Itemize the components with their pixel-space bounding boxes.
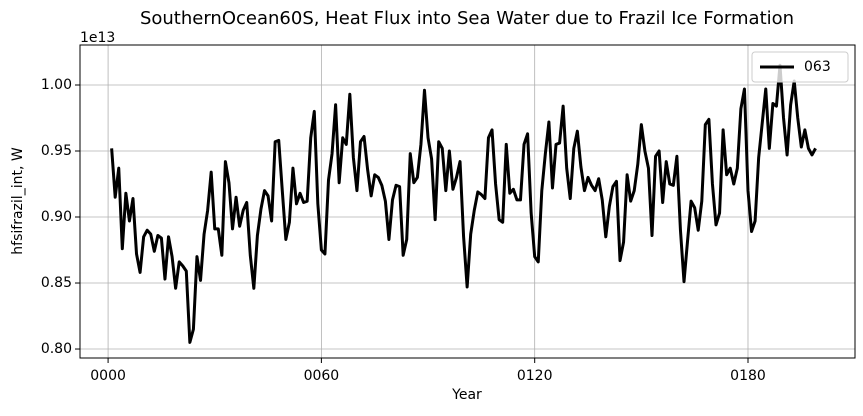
x-tick-label: 0120: [517, 368, 553, 384]
y-axis-label: hfsifrazil_int, W: [10, 147, 26, 255]
y-tick-label: 1.00: [41, 77, 72, 93]
y-tick-label: 0.80: [41, 341, 72, 357]
x-tick-label: 0180: [730, 368, 766, 384]
y-offset-label: 1e13: [80, 30, 115, 46]
x-axis-label: Year: [451, 387, 482, 403]
data-line: [110, 63, 817, 344]
plot-frame: [79, 44, 856, 359]
y-tick-label: 0.85: [41, 275, 72, 291]
legend-label: 063: [804, 59, 831, 75]
y-tick-label: 0.90: [41, 209, 72, 225]
chart-title: SouthernOcean60S, Heat Flux into Sea Wat…: [140, 8, 794, 29]
x-tick-label: 0060: [304, 368, 340, 384]
y-tick-label: 0.95: [41, 143, 72, 159]
legend-box: [751, 51, 849, 83]
x-tick-label: 0000: [90, 368, 126, 384]
